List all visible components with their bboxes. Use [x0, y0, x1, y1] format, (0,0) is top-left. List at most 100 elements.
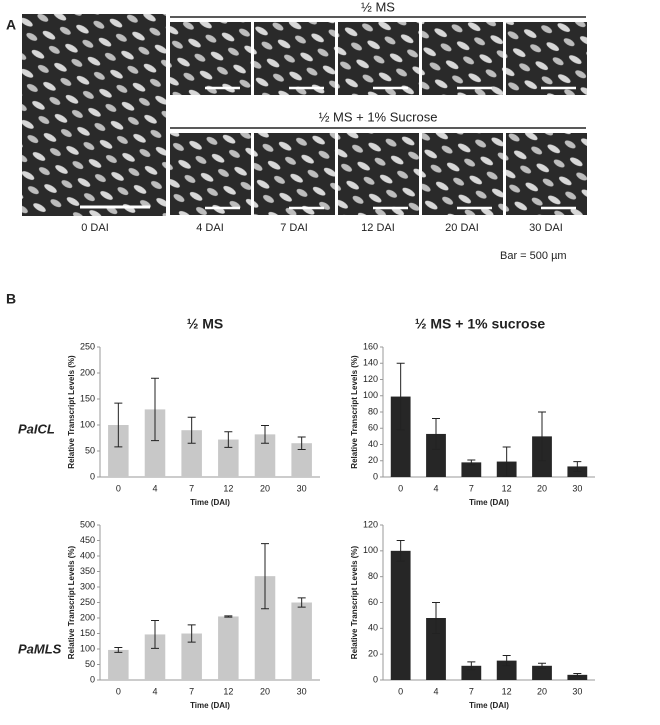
- y-tick-label: 150: [80, 628, 95, 638]
- image-label: 20 DAI: [445, 222, 479, 234]
- y-tick-label: 150: [80, 393, 95, 403]
- x-tick-label: 30: [572, 686, 582, 696]
- bar: [144, 634, 166, 680]
- x-tick-label: 30: [297, 686, 307, 696]
- error-bar: [114, 646, 123, 653]
- x-tick-label: 7: [469, 483, 474, 493]
- y-tick-label: 50: [85, 659, 95, 669]
- error-bar: [224, 615, 233, 618]
- bar: [461, 462, 482, 477]
- x-tick-label: 12: [223, 686, 233, 696]
- x-tick-label: 0: [116, 483, 121, 493]
- x-tick-label: 0: [398, 686, 403, 696]
- y-tick-label: 40: [368, 623, 378, 633]
- x-tick-label: 0: [116, 686, 121, 696]
- y-tick-label: 60: [368, 423, 378, 433]
- bar: [461, 665, 482, 680]
- micrograph: [22, 14, 166, 216]
- x-tick-label: 7: [469, 686, 474, 696]
- image-label: 30 DAI: [529, 222, 563, 234]
- image-label: 4 DAI: [196, 222, 224, 234]
- image-label: 0 DAI: [81, 222, 109, 234]
- y-tick-label: 40: [368, 439, 378, 449]
- y-tick-label: 20: [368, 455, 378, 465]
- error-bar: [396, 540, 405, 562]
- y-tick-label: 120: [363, 519, 378, 529]
- x-tick-label: 4: [152, 483, 157, 493]
- error-bar: [151, 377, 159, 442]
- x-tick-label: 20: [537, 686, 547, 696]
- error-bar: [538, 662, 546, 669]
- error-bar: [432, 602, 440, 634]
- row-header: ½ MS + 1% Sucrose: [319, 109, 438, 124]
- x-tick-label: 12: [223, 483, 233, 493]
- micrograph: [338, 133, 419, 215]
- micrograph: [506, 22, 587, 95]
- bar: [218, 439, 239, 477]
- y-tick-label: 300: [80, 581, 95, 591]
- y-tick-label: 0: [90, 674, 95, 684]
- y-axis-label: Relative Transcript Levels (%): [350, 355, 359, 469]
- bar: [496, 660, 517, 680]
- y-tick-label: 350: [80, 566, 95, 576]
- micrograph: [338, 22, 419, 95]
- x-tick-label: 0: [398, 483, 403, 493]
- bar: [254, 434, 276, 477]
- x-axis-label: Time (DAI): [469, 498, 509, 507]
- y-tick-label: 50: [85, 445, 95, 455]
- y-tick-label: 250: [80, 341, 95, 351]
- bar: [181, 633, 202, 680]
- y-tick-label: 80: [368, 406, 378, 416]
- x-axis-label: Time (DAI): [190, 701, 230, 710]
- y-tick-label: 60: [368, 597, 378, 607]
- column-title: ½ MS: [187, 316, 224, 332]
- y-tick-label: 250: [80, 597, 95, 607]
- error-bar: [187, 416, 196, 444]
- error-bar: [187, 624, 196, 643]
- x-tick-label: 4: [433, 686, 438, 696]
- y-tick-label: 20: [368, 649, 378, 659]
- bar: [426, 433, 446, 477]
- y-axis-label: Relative Transcript Levels (%): [67, 545, 76, 659]
- y-tick-label: 200: [80, 612, 95, 622]
- micrograph: [254, 133, 335, 215]
- micrograph: [254, 22, 335, 95]
- y-tick-label: 500: [80, 519, 95, 529]
- y-tick-label: 140: [363, 358, 378, 368]
- bar: [108, 649, 129, 680]
- micrograph: [170, 133, 251, 215]
- error-bar: [573, 673, 582, 677]
- x-tick-label: 30: [572, 483, 582, 493]
- bar: [218, 616, 239, 680]
- error-bar: [502, 654, 511, 667]
- panel-label: A: [6, 17, 16, 33]
- x-tick-label: 7: [189, 686, 194, 696]
- bar: [254, 576, 276, 680]
- error-bar: [261, 425, 269, 444]
- y-tick-label: 80: [368, 571, 378, 581]
- x-tick-label: 20: [260, 483, 270, 493]
- bar: [144, 409, 166, 477]
- bar: [390, 396, 411, 477]
- image-label: 7 DAI: [280, 222, 308, 234]
- x-tick-label: 20: [260, 686, 270, 696]
- error-bar: [114, 402, 123, 448]
- y-axis-label: Relative Transcript Levels (%): [67, 355, 76, 469]
- bar: [108, 425, 129, 477]
- x-axis-label: Time (DAI): [469, 701, 509, 710]
- error-bar: [538, 411, 546, 462]
- x-tick-label: 12: [502, 483, 512, 493]
- bar: [390, 550, 411, 680]
- bar: [567, 674, 588, 680]
- micrograph: [422, 22, 503, 95]
- y-tick-label: 0: [373, 674, 378, 684]
- row-label: PaMLS: [18, 641, 62, 656]
- x-tick-label: 4: [152, 686, 157, 696]
- error-bar: [261, 543, 269, 610]
- x-tick-label: 30: [297, 483, 307, 493]
- y-tick-label: 100: [80, 643, 95, 653]
- y-tick-label: 400: [80, 550, 95, 560]
- bar: [426, 618, 446, 680]
- x-axis-label: Time (DAI): [190, 498, 230, 507]
- y-tick-label: 0: [373, 471, 378, 481]
